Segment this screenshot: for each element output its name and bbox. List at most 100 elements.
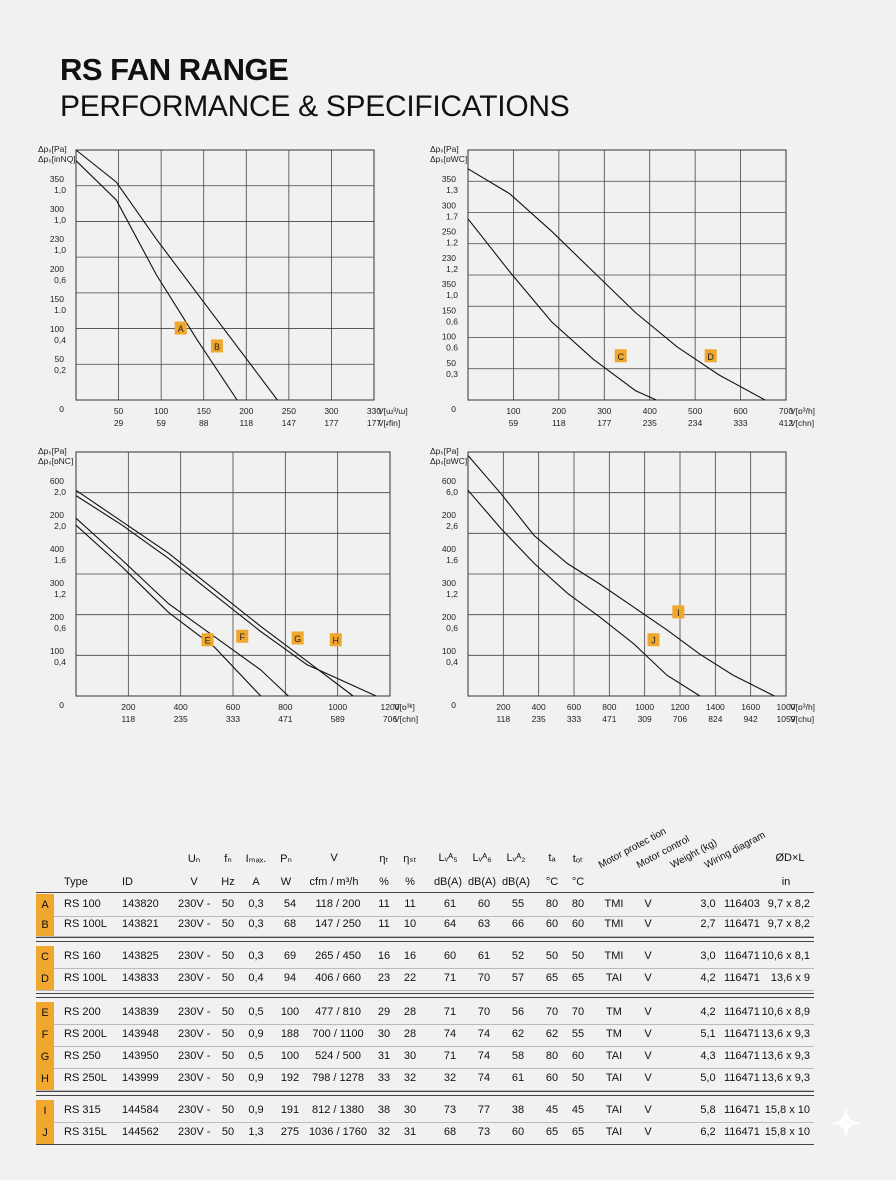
table-cell: 143950 xyxy=(122,1050,159,1062)
table-cell: TMI xyxy=(604,950,624,962)
table-cell: RS 160 xyxy=(64,950,101,962)
x-axis-label-alt: V[chn] xyxy=(394,714,418,724)
y-tick-label: 50 xyxy=(55,354,65,364)
table-cell: 0,4 xyxy=(248,972,264,984)
x-tick-label-alt: 147 xyxy=(282,418,296,428)
y-tick-label: 50 xyxy=(447,358,457,368)
x-tick-label: 330 xyxy=(367,406,381,416)
table-cell: 45 xyxy=(545,1104,559,1116)
table-row: G xyxy=(36,1046,814,1068)
y-tick-label-alt: 1.7 xyxy=(446,211,458,221)
y-tick-label-alt: 1.0 xyxy=(54,305,66,315)
y-tick-label-alt: 0,4 xyxy=(54,657,66,667)
table-cell: 70 xyxy=(477,1006,491,1018)
x-tick-label-alt: 88 xyxy=(199,418,209,428)
curve-badge-label: A xyxy=(178,324,184,334)
table-cell: 94 xyxy=(283,972,297,984)
y-axis-label: Δpₛ[Pa] xyxy=(430,144,459,154)
x-axis-label: V[ɒ³ᵏ] xyxy=(394,702,415,712)
y-tick-label: 200 xyxy=(50,264,64,274)
column-header: °C xyxy=(545,876,559,888)
table-cell: TAI xyxy=(605,1104,623,1116)
table-row: J xyxy=(36,1122,814,1144)
table-cell: 5,0 xyxy=(700,1072,716,1084)
x-tick-label: 1600 xyxy=(741,702,760,712)
y-tick-label: 200 xyxy=(50,612,64,622)
column-header: % xyxy=(379,876,389,888)
table-cell: 30 xyxy=(377,1028,391,1040)
table-cell: 65 xyxy=(571,972,585,984)
table-cell: TAI xyxy=(605,1126,623,1138)
column-header: dB(A) xyxy=(467,876,497,888)
table-cell: 50 xyxy=(571,950,585,962)
y-axis-label: Δpₛ[Pa] xyxy=(430,446,459,456)
x-tick-label-alt: 59 xyxy=(156,418,166,428)
x-tick-label: 400 xyxy=(532,702,546,712)
x-tick-label: 300 xyxy=(324,406,338,416)
x-tick-label-alt: 706 xyxy=(673,714,687,724)
table-cell: 31 xyxy=(377,1050,391,1062)
table-cell: 50 xyxy=(221,1006,235,1018)
y-tick-label: 100 xyxy=(50,324,64,334)
unit-header: tₒₜ xyxy=(572,853,584,865)
curve-badge-j xyxy=(647,633,660,647)
table-cell: 191 xyxy=(280,1104,300,1116)
table-cell: TAI xyxy=(605,972,623,984)
table-cell: 65 xyxy=(545,1126,559,1138)
x-tick-label-alt: 59 xyxy=(509,418,519,428)
row-badge: F xyxy=(36,1024,54,1046)
y-tick-label: 230 xyxy=(442,253,456,263)
y-axis-label: Δpₛ[ɒNC] xyxy=(38,456,73,466)
table-cell: TM xyxy=(606,1006,622,1018)
x-tick-label-alt: 177 xyxy=(597,418,611,428)
x-tick-label-alt: 177 xyxy=(367,418,381,428)
curve-badge-h xyxy=(329,633,342,647)
table-rule xyxy=(36,1144,814,1145)
table-cell: 230V - xyxy=(178,1072,211,1084)
column-header: dB(A) xyxy=(501,876,531,888)
table-cell: 71 xyxy=(443,972,457,984)
table-rule xyxy=(36,968,814,969)
table-cell: 6,2 xyxy=(700,1126,716,1138)
row-badge: H xyxy=(36,1068,54,1090)
curve-g xyxy=(75,489,354,697)
table-cell: 74 xyxy=(477,1072,491,1084)
table-cell: 70 xyxy=(571,1006,585,1018)
row-badge: A xyxy=(36,894,54,916)
table-row: H xyxy=(36,1068,814,1090)
table-cell: 50 xyxy=(221,950,235,962)
table-cell: 13,6 x 9,3 xyxy=(761,1072,810,1084)
table-cell: 80 xyxy=(571,898,585,910)
column-header: A xyxy=(252,876,260,888)
table-cell: 77 xyxy=(477,1104,491,1116)
y-tick-label-alt: 0,6 xyxy=(446,316,458,326)
curve-f xyxy=(75,517,289,697)
table-cell: 60 xyxy=(443,950,457,962)
x-axis-label: V[ɒ³/h] xyxy=(790,406,815,416)
table-cell: 13,6 x 9 xyxy=(770,972,810,984)
curve-badge-b xyxy=(210,339,223,353)
y-tick-label: 300 xyxy=(50,204,64,214)
table-cell: TAI xyxy=(605,1050,623,1062)
table-cell: 71 xyxy=(443,1050,457,1062)
table-cell: 265 / 450 xyxy=(315,950,361,962)
table-cell: 80 xyxy=(545,1050,559,1062)
x-tick-label: 1000 xyxy=(328,702,347,712)
table-cell: 116471 xyxy=(724,1050,760,1062)
curve-badge-label: H xyxy=(332,636,339,646)
table-cell: 38 xyxy=(377,1104,391,1116)
table-cell: 5,8 xyxy=(700,1104,716,1116)
x-tick-label: 800 xyxy=(278,702,292,712)
group-separator xyxy=(36,993,814,998)
table-cell: 11 xyxy=(378,918,390,930)
table-cell: RS 200 xyxy=(64,1006,101,1018)
y-tick-label-alt: 0.6 xyxy=(446,343,458,353)
table-cell: 2,7 xyxy=(700,918,716,930)
table-cell: 30 xyxy=(403,1050,417,1062)
y-tick-label: 100 xyxy=(442,646,456,656)
y-tick-label: 0 xyxy=(59,700,64,710)
table-cell: V xyxy=(644,1126,652,1138)
x-tick-label: 100 xyxy=(506,406,520,416)
row-badge: C xyxy=(36,946,54,968)
x-tick-label-alt: 235 xyxy=(643,418,657,428)
